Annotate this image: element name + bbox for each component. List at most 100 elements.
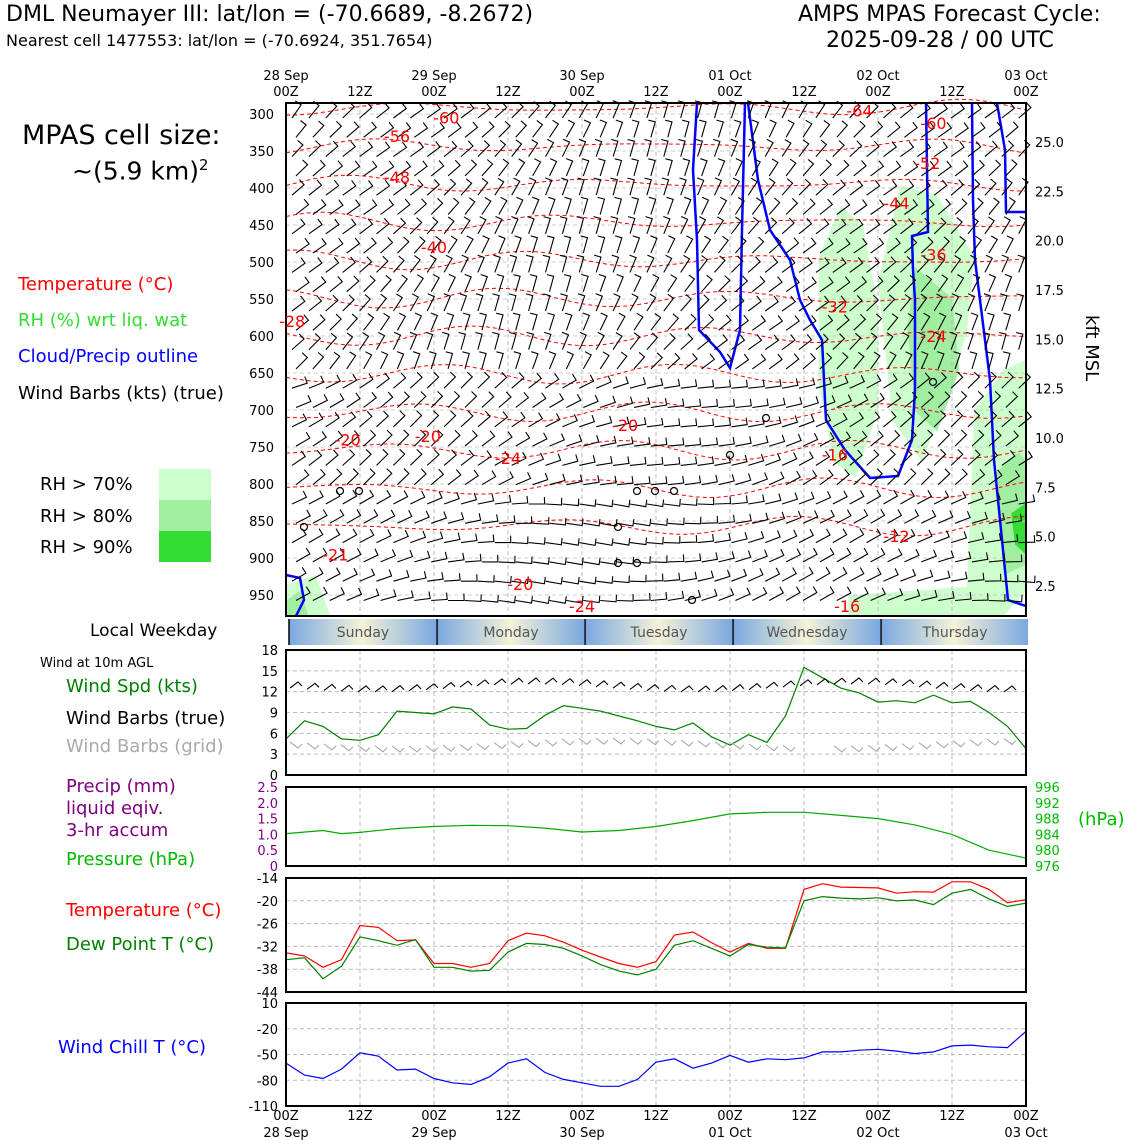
wind-barb [836,468,850,486]
wind-barb [680,535,698,544]
wind-barb [917,490,933,505]
wind-barb [853,586,869,601]
wind-barb [532,120,544,138]
wind-barb [701,437,719,447]
wind-barb [447,235,458,254]
wind-barb [396,312,407,331]
wind-barb [443,293,452,312]
wind-barb [545,453,562,466]
wind-barb-true [476,679,490,687]
wind-barb [785,197,799,215]
weekday-label: Monday [483,625,538,641]
wind-barb [397,429,410,447]
wind-barb [308,257,323,273]
weekday-segment [881,619,1028,645]
wind-barb-true [646,683,660,692]
wind-barb [663,293,675,312]
wind-barb [684,553,702,563]
pressure-tick-label: 700 [249,404,274,419]
wind-barb [883,568,899,582]
wind-barb [460,254,469,273]
wind-barb [578,138,587,157]
wind-barb [815,490,832,505]
wind-barb [477,534,495,544]
wind-barb [566,557,584,566]
wind-barb [494,215,503,235]
wind-barb [681,119,690,138]
wind-barb [714,532,731,544]
wind-barb [312,314,326,331]
wind-barb [532,432,548,447]
wind-barb [832,450,847,466]
wind-barb [802,432,819,447]
legend-wind: Wind Barbs (kts) (true) [18,383,224,404]
wind-barb [312,352,325,370]
wind-barb [464,553,482,563]
wind-barb [701,515,719,524]
wind-barb [458,331,467,350]
wind-barb [849,490,865,505]
wind-barb [984,573,1002,582]
wind-barb [633,556,651,564]
wind-barb [785,586,801,601]
wind-barb-grid [408,745,422,753]
temperature-line [285,881,1027,968]
wind-barb [1018,535,1036,544]
wind-barb [988,553,1006,563]
wind-barb [515,596,533,604]
top-time-tick: 12Z [495,85,521,100]
wind-barb [853,468,867,486]
wind-barb [982,331,991,350]
wind-barb [768,119,777,138]
wind-barb [917,529,933,544]
wind-barb [701,274,713,293]
wind-barb [511,215,519,235]
wind-barb [916,217,931,235]
wind-barb [564,196,572,215]
top-time-tick: 00Z [273,85,299,100]
wind-barb [731,295,745,312]
wind-barb [663,254,673,273]
wind-barb [549,517,567,526]
wind-barb [1003,312,1012,331]
wind-barb [920,236,934,254]
wind-barb [579,455,596,466]
wind-barb [768,315,784,331]
kft-tick-label: 7.5 [1035,481,1056,496]
wind-barb [312,468,326,486]
wind-barb-grid [510,741,524,749]
wind-barb [933,372,947,389]
wind-barb [984,102,999,119]
wind-barb [613,538,631,546]
wind-barb [988,430,1002,447]
wind-barb [883,218,898,235]
wind-barb [526,331,535,350]
wind-barb [697,418,715,428]
wind-barb [680,215,689,235]
wind-barb [967,216,979,235]
bottom-time-tick: 00Z [273,1109,299,1124]
wind-barb [802,119,813,138]
wind-barb [582,312,591,331]
wind-barb [566,393,582,408]
hpa-unit-label: (hPa) [1078,809,1125,830]
wind-barb [376,529,392,544]
wind-barb [447,512,465,524]
wind-barb [545,576,563,585]
wind-barb-true [816,678,830,686]
wind-barb [954,236,967,254]
wind-barb [494,371,508,389]
temperature-contour-label: -21 [322,545,348,564]
wind-barb [380,351,389,370]
wind-barb-grid [918,742,932,750]
wind-barb [950,102,965,119]
wind-barb [646,456,664,466]
wind-barb [933,102,948,119]
wind-barb [409,372,423,389]
weekday-segment [585,619,732,645]
wind-barb [346,275,360,293]
wind-barb-true [680,685,694,693]
wind-barb [291,413,308,428]
wind-barb [904,589,921,602]
wind-barb [866,332,878,350]
